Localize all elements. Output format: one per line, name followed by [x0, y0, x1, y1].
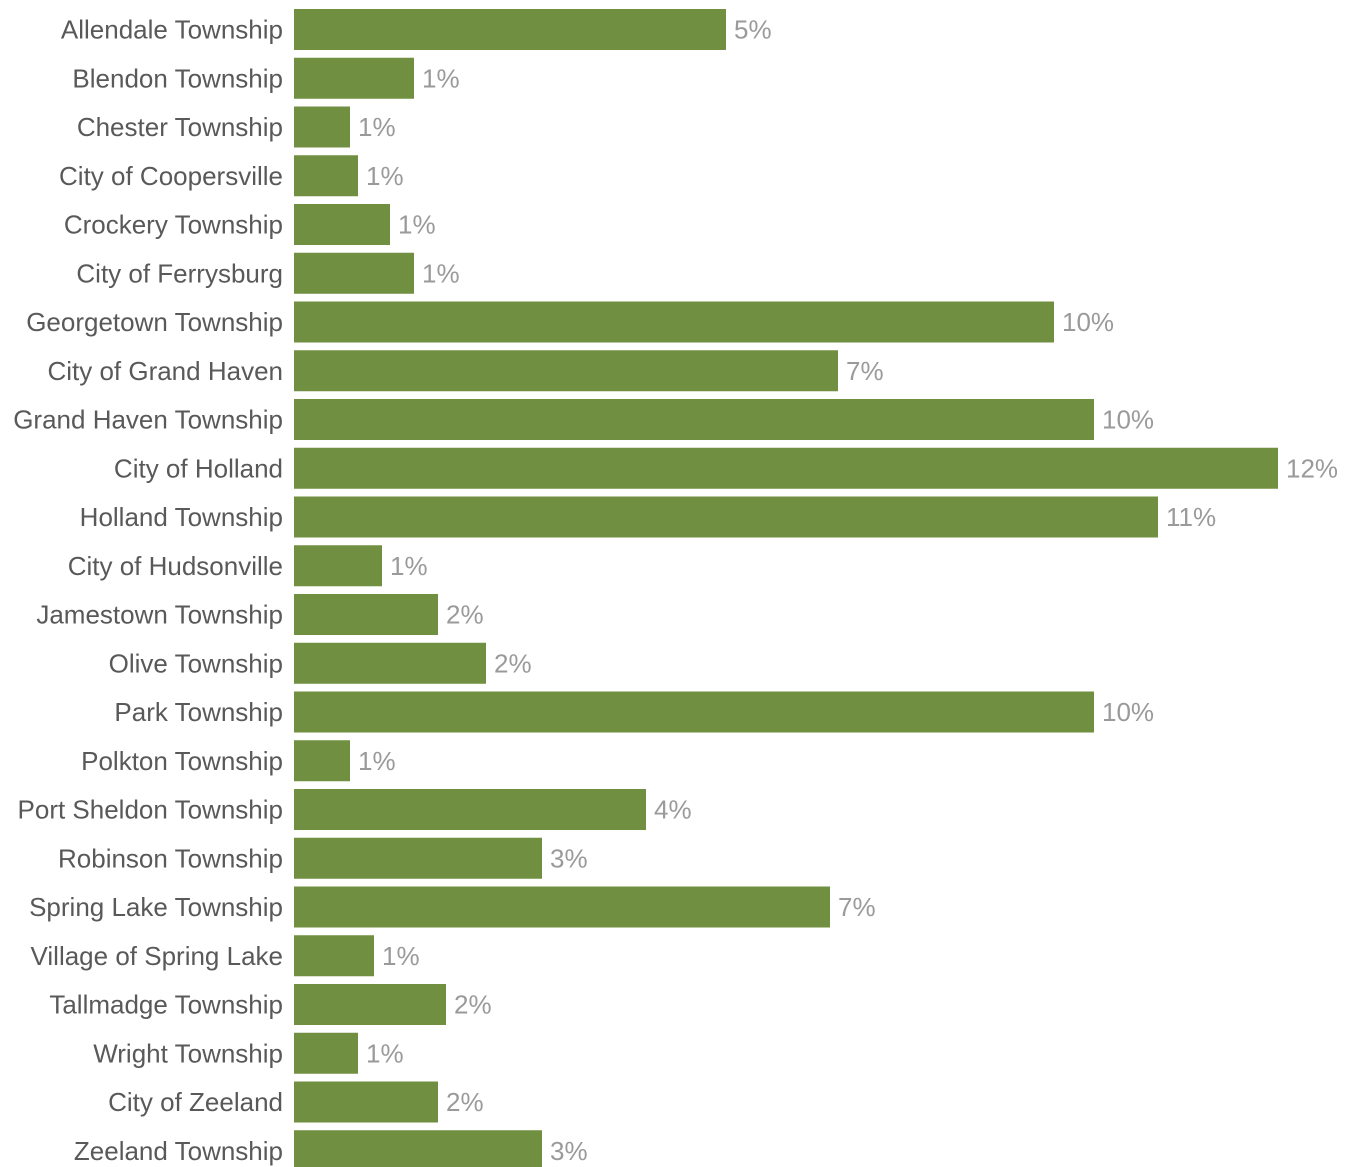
bar	[294, 106, 350, 148]
bar	[294, 301, 1054, 343]
category-label: City of Coopersville	[59, 161, 283, 191]
data-label: 11%	[1166, 502, 1216, 532]
bar	[294, 496, 1158, 538]
bar	[294, 399, 1094, 440]
category-label: Park Township	[114, 697, 283, 727]
bar	[294, 350, 838, 392]
category-label: Robinson Township	[58, 843, 283, 873]
data-label: 7%	[838, 892, 876, 922]
data-label: 4%	[654, 795, 692, 825]
data-label: 2%	[494, 648, 532, 678]
data-label: 5%	[734, 15, 772, 45]
data-label: 2%	[446, 1087, 484, 1117]
category-label: Crockery Township	[64, 210, 283, 240]
data-label: 1%	[366, 161, 404, 191]
bar	[294, 545, 382, 587]
category-label: City of Hudsonville	[68, 551, 283, 581]
category-label: Zeeland Township	[74, 1136, 283, 1166]
category-label: Tallmadge Township	[49, 990, 283, 1020]
data-label: 7%	[846, 356, 884, 386]
data-label: 1%	[398, 210, 436, 240]
bars	[294, 9, 1278, 1167]
category-label: Blendon Township	[72, 63, 283, 93]
category-label: Polkton Township	[81, 746, 283, 776]
bar	[294, 594, 438, 635]
data-label: 1%	[382, 941, 420, 971]
category-label: Grand Haven Township	[13, 405, 283, 435]
bar	[294, 1032, 358, 1074]
bar	[294, 57, 414, 99]
bar	[294, 9, 726, 50]
category-label: Spring Lake Township	[29, 892, 283, 922]
data-label: 3%	[550, 1136, 588, 1166]
data-label: 3%	[550, 843, 588, 873]
data-label: 1%	[358, 112, 396, 142]
category-label: Allendale Township	[61, 15, 283, 45]
bar	[294, 155, 358, 197]
bar	[294, 691, 1094, 733]
value-labels: 5% 1% 1% 1% 1% 1% 10% 7% 10% 12% 11% 1% 2% 2% 10% 1% 4% 3…	[358, 15, 1338, 1166]
category-label: City of Zeeland	[108, 1087, 283, 1117]
bar	[294, 789, 646, 830]
category-label: City of Holland	[114, 453, 283, 483]
data-label: 1%	[422, 63, 460, 93]
bar	[294, 1081, 438, 1123]
category-label: City of Ferrysburg	[76, 258, 283, 288]
data-label: 12%	[1286, 453, 1338, 483]
bar	[294, 447, 1278, 489]
category-label: Wright Township	[93, 1038, 283, 1068]
bar	[294, 984, 446, 1025]
data-label: 10%	[1062, 307, 1114, 337]
data-label: 2%	[454, 990, 492, 1020]
category-label: Georgetown Township	[26, 307, 283, 337]
data-label: 2%	[446, 600, 484, 630]
category-label: Olive Township	[109, 648, 283, 678]
bar	[294, 642, 486, 684]
bar	[294, 886, 830, 928]
data-label: 1%	[390, 551, 428, 581]
bar	[294, 740, 350, 782]
bar	[294, 935, 374, 977]
bar	[294, 1130, 542, 1167]
data-label: 10%	[1102, 405, 1154, 435]
data-label: 1%	[358, 746, 396, 776]
category-labels: Allendale Township Blendon Township Cheste…	[13, 15, 283, 1166]
category-label: City of Grand Haven	[47, 356, 283, 386]
data-label: 1%	[422, 258, 460, 288]
category-label: Chester Township	[77, 112, 283, 142]
data-label: 10%	[1102, 697, 1154, 727]
category-label: Port Sheldon Township	[18, 795, 283, 825]
category-label: Jamestown Township	[36, 600, 283, 630]
data-label: 1%	[366, 1038, 404, 1068]
bar	[294, 252, 414, 294]
category-label: Village of Spring Lake	[31, 941, 283, 971]
category-label: Holland Township	[80, 502, 283, 532]
bar	[294, 837, 542, 879]
bar	[294, 204, 390, 245]
